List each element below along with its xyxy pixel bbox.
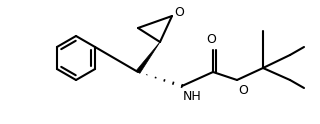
Text: NH: NH bbox=[183, 90, 202, 103]
Text: O: O bbox=[238, 84, 248, 97]
Polygon shape bbox=[136, 42, 160, 73]
Text: O: O bbox=[206, 33, 216, 46]
Text: O: O bbox=[174, 6, 184, 19]
